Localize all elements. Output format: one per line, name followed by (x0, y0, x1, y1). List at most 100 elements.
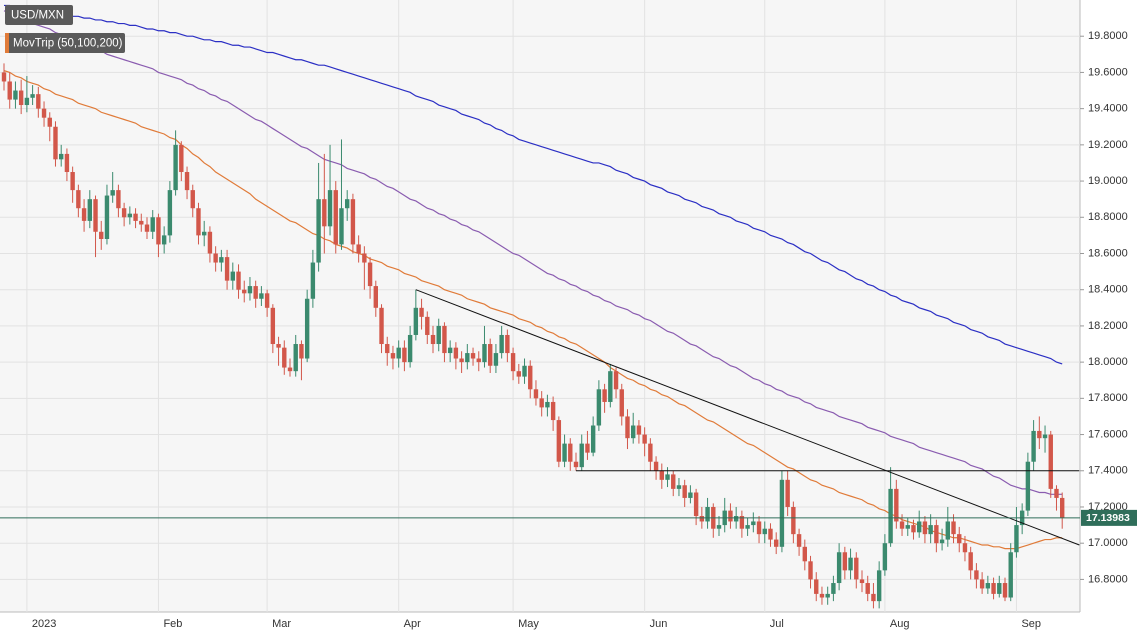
candle-body (876, 570, 882, 602)
candle-body (951, 521, 956, 535)
candle-body (259, 293, 264, 299)
candle-body (442, 325, 447, 354)
candle-body (682, 485, 687, 498)
candle-body (110, 190, 115, 196)
candle-body (264, 293, 270, 308)
candle-body (293, 344, 298, 372)
candle-body (779, 479, 785, 547)
candle-body (756, 521, 762, 535)
candle-body (739, 516, 745, 529)
candle-body (493, 353, 499, 366)
candle-body (139, 220, 144, 225)
last-price-tag (1081, 509, 1137, 526)
candle-body (768, 528, 773, 540)
y-tick-label: 18.0000 (1088, 356, 1128, 368)
candle-body (167, 190, 173, 236)
candle-body (688, 492, 693, 498)
candle-body (854, 557, 859, 580)
candle-body (516, 371, 521, 377)
candle-body (430, 334, 436, 345)
candle-body (1031, 430, 1036, 462)
x-tick-label: Mar (272, 618, 291, 630)
candle-body (751, 521, 756, 526)
candle-body (625, 416, 630, 439)
candle-body (276, 344, 281, 348)
x-tick-label: Apr (404, 618, 421, 630)
candle-body (1008, 552, 1013, 598)
candle-body (550, 401, 556, 421)
candle-body (939, 539, 945, 544)
candle-body (1014, 525, 1019, 553)
candle-body (322, 199, 327, 227)
candle-body (373, 286, 378, 308)
candle-body (1054, 488, 1059, 498)
x-tick-label: Sep (1021, 618, 1041, 630)
annotations (0, 289, 1080, 546)
candle-body (184, 172, 190, 191)
y-tick-label: 16.8000 (1088, 573, 1128, 585)
candle-body (774, 539, 779, 547)
candle-body (1060, 497, 1065, 518)
candle-body (482, 344, 487, 363)
candle-body (608, 371, 613, 402)
candle-body (242, 289, 247, 294)
candle-body (64, 153, 70, 173)
candle-body (928, 525, 933, 535)
candle-body (190, 190, 195, 209)
candle-body (659, 470, 664, 480)
candle-body (745, 525, 750, 529)
candle-body (499, 334, 504, 354)
candle-body (202, 231, 207, 236)
candle-body (894, 488, 899, 522)
y-tick-label: 19.2000 (1088, 139, 1128, 151)
candle-body (1037, 430, 1042, 439)
candle-body (7, 81, 12, 100)
candle-body (642, 434, 647, 444)
candle-body (470, 353, 476, 359)
legend: USD/MXN MovTrip (50,100,200) (5, 5, 125, 53)
x-tick-label: Jun (650, 618, 668, 630)
candle-body (310, 262, 316, 299)
y-tick-label: 17.4000 (1088, 465, 1128, 477)
candle-body (653, 461, 659, 471)
legend-box (5, 33, 125, 53)
candle-body (865, 583, 870, 594)
candle-body (476, 358, 481, 363)
candle-body (676, 485, 682, 489)
candle-body (447, 347, 453, 354)
labels: 16.800017.000017.200017.400017.600017.80… (32, 30, 1137, 630)
candle-body (161, 235, 167, 245)
candle-body (911, 525, 916, 533)
candle-body (979, 579, 985, 589)
moving-average-line (4, 4, 1063, 365)
candle-body (173, 144, 178, 191)
candle-body (962, 543, 968, 553)
axis-background (1080, 0, 1137, 633)
y-tick-label: 19.0000 (1088, 175, 1128, 187)
candle-body (339, 208, 344, 245)
candle-body (808, 561, 813, 580)
candle-body (367, 262, 373, 287)
candle-body (196, 208, 201, 236)
candle-body (488, 344, 493, 366)
candle-body (18, 90, 24, 106)
candle-body (30, 94, 35, 98)
candle-body (899, 521, 905, 529)
y-tick-label: 19.6000 (1088, 66, 1128, 78)
candle-body (1, 72, 7, 82)
candle-body (396, 347, 401, 359)
candle-body (150, 217, 155, 232)
candle-body (545, 401, 550, 408)
plot-background (0, 0, 1080, 612)
candle-body (270, 307, 276, 345)
candle-body (316, 199, 321, 263)
candle-body (36, 94, 41, 109)
candle-body (47, 117, 52, 127)
candle-body (99, 231, 104, 240)
candle-body (70, 172, 75, 191)
candle-body (1042, 434, 1048, 439)
candle-body (888, 488, 893, 544)
candle-body (859, 579, 865, 584)
candle-body (207, 231, 213, 254)
